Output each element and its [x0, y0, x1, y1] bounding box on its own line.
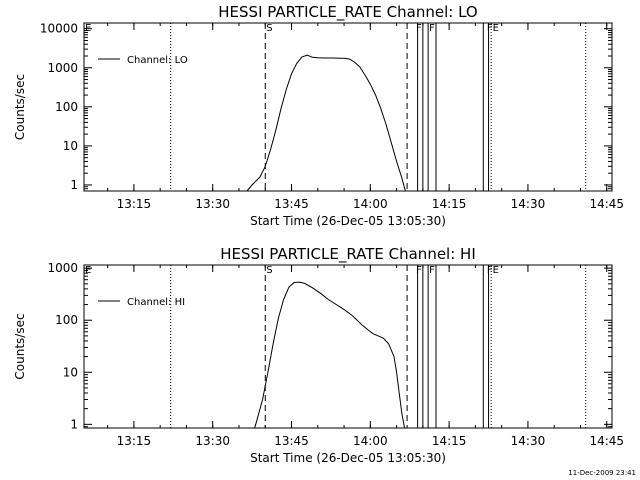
- chart-title-hi: HESSI PARTICLE_RATE Channel: HI: [220, 245, 476, 264]
- y-axis-label-lo: Counts/sec: [13, 74, 27, 140]
- x-tick-label-lo: 14:00: [353, 197, 388, 211]
- x-tick-label-lo: 13:30: [195, 197, 230, 211]
- flag-annotation-hi: FE: [487, 265, 499, 276]
- y-axis-label-hi: Counts/sec: [13, 313, 27, 379]
- x-axis-label-lo: Start Time (26-Dec-05 13:05:30): [250, 214, 446, 228]
- x-tick-label-hi: 14:15: [432, 434, 467, 448]
- y-tick-label-hi: 1000: [47, 261, 78, 275]
- series-line-lo: [246, 54, 406, 192]
- x-axis-label-hi: Start Time (26-Dec-05 13:05:30): [250, 451, 446, 465]
- plot-frame-lo: [83, 22, 613, 192]
- flag-annotation-hi: F: [429, 265, 435, 276]
- x-tick-label-hi: 13:45: [274, 434, 309, 448]
- flag-annotation-hi: E: [85, 265, 91, 276]
- y-tick-label-lo: 10000: [40, 22, 78, 36]
- x-tick-label-hi: 14:00: [353, 434, 388, 448]
- flag-annotation-lo: S: [266, 23, 272, 34]
- x-tick-label-lo: 13:15: [117, 197, 152, 211]
- chart-title-lo: HESSI PARTICLE_RATE Channel: LO: [218, 3, 477, 22]
- y-tick-label-lo: 1: [70, 178, 78, 192]
- y-tick-label-lo: 10: [63, 139, 78, 153]
- flag-annotation-lo: F: [429, 23, 435, 34]
- plot-frame-hi: [83, 264, 613, 429]
- x-tick-label-hi: 13:30: [195, 434, 230, 448]
- y-tick-label-lo: 1000: [47, 61, 78, 75]
- footer-timestamp: 11-Dec-2009 23:41: [568, 469, 636, 477]
- x-tick-label-hi: 14:30: [511, 434, 546, 448]
- flag-annotation-lo: FE: [487, 23, 499, 34]
- flag-annotation-hi: S: [266, 265, 272, 276]
- flag-annotation-lo: F: [416, 23, 422, 34]
- x-tick-label-lo: 14:45: [589, 197, 624, 211]
- flag-annotation-lo: E: [85, 23, 91, 34]
- y-tick-label-hi: 1: [70, 417, 78, 431]
- x-tick-label-lo: 14:30: [511, 197, 546, 211]
- x-tick-label-lo: 13:45: [274, 197, 309, 211]
- legend-entry-lo: Channel: LO: [127, 55, 188, 66]
- x-tick-label-lo: 14:15: [432, 197, 467, 211]
- x-tick-label-hi: 14:45: [589, 434, 624, 448]
- y-tick-label-hi: 100: [55, 313, 78, 327]
- x-tick-label-hi: 13:15: [117, 434, 152, 448]
- y-tick-label-hi: 10: [63, 365, 78, 379]
- y-tick-label-lo: 100: [55, 100, 78, 114]
- legend-entry-hi: Channel: HI: [127, 297, 185, 308]
- flag-annotation-hi: F: [416, 265, 422, 276]
- series-line-hi: [254, 281, 405, 429]
